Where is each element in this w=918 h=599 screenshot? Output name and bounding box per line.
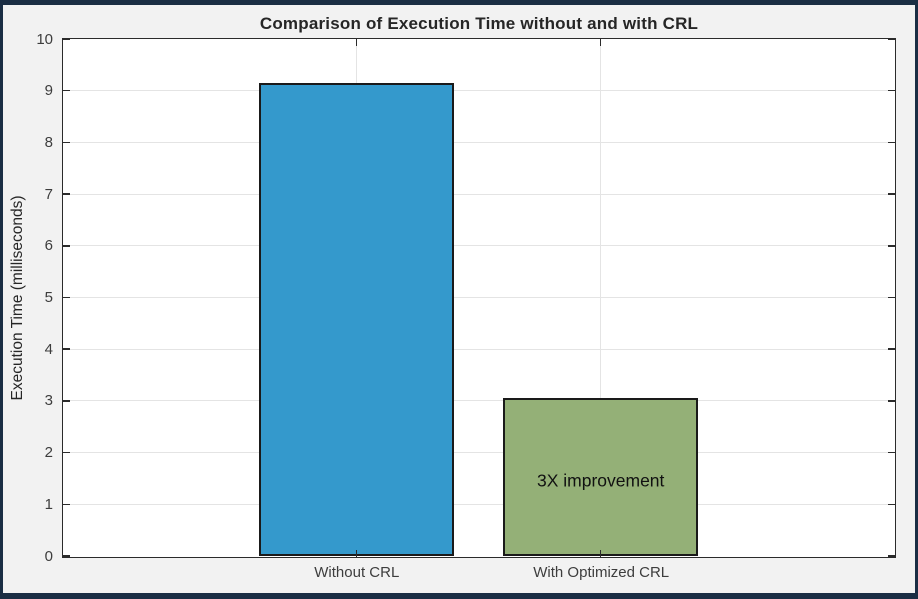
y-tick-label: 1 <box>44 495 53 513</box>
y-tick-mark <box>63 245 70 247</box>
plot-area: 3X improvement <box>62 38 896 558</box>
h-gridline <box>63 245 895 247</box>
y-tick-mark <box>888 555 895 557</box>
y-tick-mark <box>888 400 895 402</box>
y-tick-label: 5 <box>44 289 53 306</box>
y-tick-label: 8 <box>44 133 53 151</box>
x-tick-mark <box>599 39 602 46</box>
y-tick-label: 3 <box>44 392 53 410</box>
chart-title: Comparison of Execution Time without and… <box>259 14 699 33</box>
h-gridline <box>63 400 895 402</box>
v-gridline <box>600 39 602 557</box>
x-tick-mark <box>355 39 358 46</box>
y-tick-mark <box>63 89 70 92</box>
y-tick-mark <box>63 503 70 506</box>
h-gridline <box>63 141 895 143</box>
y-tick-mark <box>888 348 895 350</box>
y-tick-label: 4 <box>44 340 53 358</box>
figure-background: Comparison of Execution Time without and… <box>3 5 915 593</box>
h-gridline <box>63 348 895 350</box>
y-tick-label: 9 <box>44 82 53 100</box>
y-tick-mark <box>63 451 70 454</box>
y-tick-mark <box>888 245 895 247</box>
y-tick-mark <box>63 193 70 195</box>
x-tick-label: With Optimized CRL <box>533 564 670 581</box>
y-tick-mark <box>888 89 895 92</box>
y-tick-mark <box>888 296 895 299</box>
y-tick-label: 6 <box>44 237 53 255</box>
x-tick-label: Without CRL <box>314 564 400 581</box>
y-tick-mark <box>63 38 70 40</box>
bar-annotation: 3X improvement <box>536 470 665 491</box>
y-tick-mark <box>63 400 70 402</box>
y-tick-label: 0 <box>44 547 53 565</box>
y-tick-mark <box>63 555 70 557</box>
y-tick-label: 7 <box>44 185 53 203</box>
y-tick-label: 2 <box>44 444 53 462</box>
h-gridline <box>63 90 895 92</box>
y-tick-mark <box>63 296 70 299</box>
y-tick-mark <box>63 141 70 144</box>
y-tick-mark <box>63 348 70 350</box>
h-gridline <box>63 297 895 298</box>
h-gridline <box>63 452 895 454</box>
y-tick-mark <box>888 193 895 195</box>
x-tick-mark <box>599 550 602 557</box>
y-tick-label: 10 <box>36 30 53 48</box>
h-gridline <box>63 503 895 505</box>
x-tick-mark <box>355 550 358 557</box>
h-gridline <box>63 193 895 195</box>
y-tick-mark <box>888 38 895 40</box>
y-tick-mark <box>888 141 895 144</box>
y-tick-mark <box>888 451 895 454</box>
y-tick-mark <box>888 503 895 506</box>
bar-without-crl <box>258 82 455 556</box>
